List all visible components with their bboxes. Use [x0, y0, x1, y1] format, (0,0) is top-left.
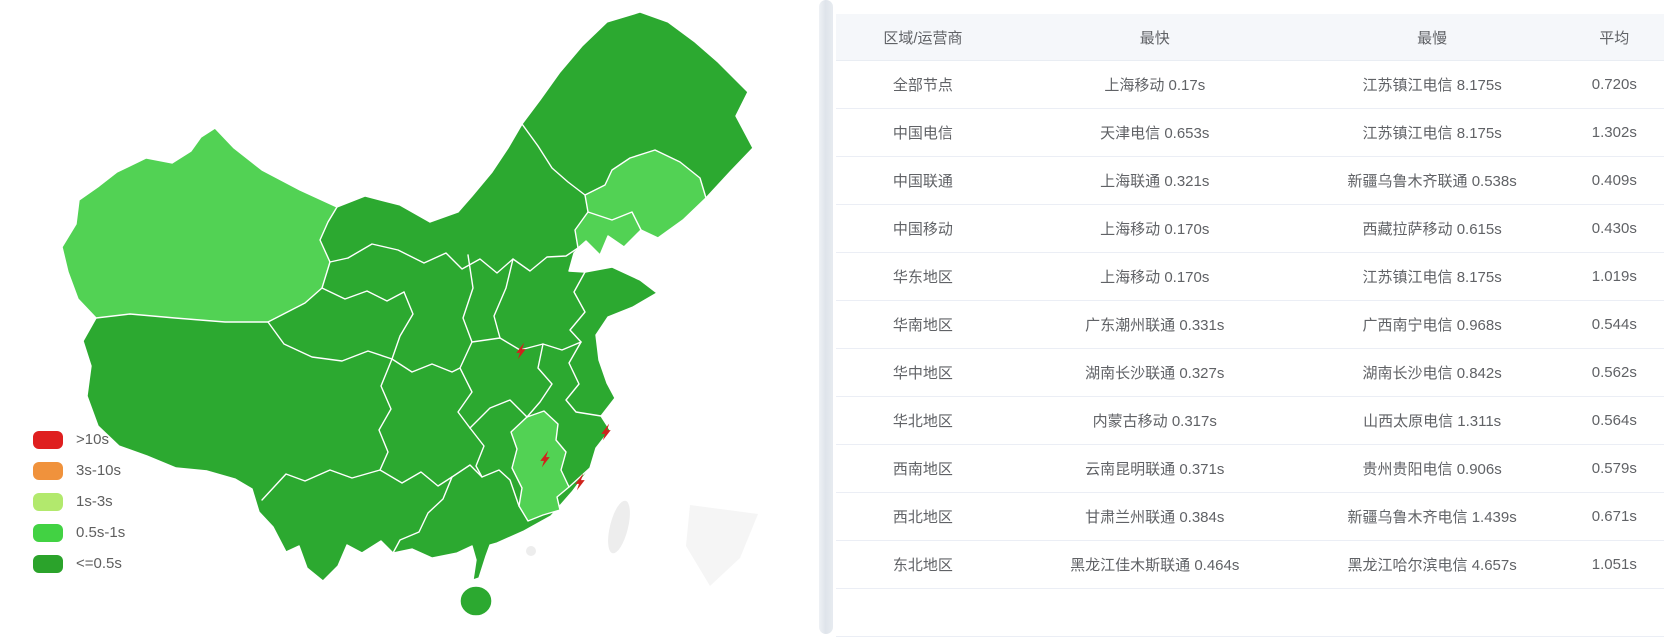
cell-fastest: 内蒙古移动 0.317s — [1009, 396, 1300, 445]
region-xinjiang[interactable] — [61, 127, 338, 323]
cell-empty — [836, 588, 1010, 637]
china-map-panel: >10s 3s-10s 1s-3s 0.5s-1s <=0.5s — [0, 0, 780, 634]
cell-average: 0.562s — [1564, 348, 1664, 397]
legend-color-swatch — [33, 554, 63, 573]
cell-average: 0.430s — [1564, 204, 1664, 253]
cell-fastest: 湖南长沙联通 0.327s — [1009, 348, 1300, 397]
region-hainan[interactable] — [459, 585, 493, 617]
legend-color-swatch — [33, 430, 63, 449]
cell-region: 华南地区 — [836, 300, 1010, 349]
cell-fastest: 云南昆明联通 0.371s — [1009, 444, 1300, 493]
cell-empty — [1009, 588, 1300, 637]
table-row: 华南地区 广东潮州联通 0.331s 广西南宁电信 0.968s 0.544s — [836, 300, 1664, 349]
legend-label: 0.5s-1s — [76, 524, 126, 541]
cell-region: 中国电信 — [836, 108, 1010, 157]
cell-average: 1.019s — [1564, 252, 1664, 301]
cell-fastest: 上海联通 0.321s — [1009, 156, 1300, 205]
column-header: 平均 — [1564, 14, 1664, 61]
cell-fastest: 广东潮州联通 0.331s — [1009, 300, 1300, 349]
cell-slowest: 贵州贵阳电信 0.906s — [1299, 444, 1565, 493]
table-row: 中国联通 上海联通 0.321s 新疆乌鲁木齐联通 0.538s 0.409s — [836, 156, 1664, 205]
table-row: 中国电信 天津电信 0.653s 江苏镇江电信 8.175s 1.302s — [836, 108, 1664, 157]
cell-empty — [1564, 588, 1664, 637]
map-nodata-regions — [526, 499, 758, 586]
cell-slowest: 西藏拉萨移动 0.615s — [1299, 204, 1565, 253]
legend-label: >10s — [76, 431, 109, 448]
cell-fastest: 上海移动 0.17s — [1009, 60, 1300, 109]
cell-region: 中国联通 — [836, 156, 1010, 205]
cell-slowest: 江苏镇江电信 8.175s — [1299, 252, 1565, 301]
legend-label: <=0.5s — [76, 555, 122, 572]
legend-color-swatch — [33, 461, 63, 480]
cell-fastest: 上海移动 0.170s — [1009, 204, 1300, 253]
cell-slowest: 湖南长沙电信 0.842s — [1299, 348, 1565, 397]
legend-item: 3s-10s — [33, 455, 125, 486]
cell-average: 1.302s — [1564, 108, 1664, 157]
cell-average: 0.564s — [1564, 396, 1664, 445]
table-row: 华北地区 内蒙古移动 0.317s 山西太原电信 1.311s 0.564s — [836, 396, 1664, 445]
legend-color-swatch — [33, 523, 63, 542]
cell-fastest: 甘肃兰州联通 0.384s — [1009, 492, 1300, 541]
cell-slowest: 新疆乌鲁木齐联通 0.538s — [1299, 156, 1565, 205]
cell-region: 华东地区 — [836, 252, 1010, 301]
region-hongkong[interactable] — [526, 546, 536, 556]
table-row: 西南地区 云南昆明联通 0.371s 贵州贵阳电信 0.906s 0.579s — [836, 444, 1664, 493]
legend-item: <=0.5s — [33, 548, 125, 579]
cell-region: 全部节点 — [836, 60, 1010, 109]
column-header: 最快 — [1009, 14, 1300, 61]
cell-slowest: 江苏镇江电信 8.175s — [1299, 108, 1565, 157]
table-row: 全部节点 上海移动 0.17s 江苏镇江电信 8.175s 0.720s — [836, 60, 1664, 109]
cell-region: 东北地区 — [836, 540, 1010, 589]
table-row: 华中地区 湖南长沙联通 0.327s 湖南长沙电信 0.842s 0.562s — [836, 348, 1664, 397]
cell-slowest: 新疆乌鲁木齐电信 1.439s — [1299, 492, 1565, 541]
cell-slowest: 黑龙江哈尔滨电信 4.657s — [1299, 540, 1565, 589]
cell-region: 西南地区 — [836, 444, 1010, 493]
cell-fastest: 上海移动 0.170s — [1009, 252, 1300, 301]
latency-table-panel: 区域/运营商 最快 最慢 平均 全部节点 上海移动 0.17s 江苏镇江电信 8.175s… — [836, 0, 1664, 637]
column-header: 区域/运营商 — [836, 14, 1010, 61]
cell-region: 西北地区 — [836, 492, 1010, 541]
cell-average: 0.544s — [1564, 300, 1664, 349]
cell-region: 华中地区 — [836, 348, 1010, 397]
legend-item: >10s — [33, 424, 125, 455]
province-border-lines — [261, 123, 642, 554]
cell-average: 1.051s — [1564, 540, 1664, 589]
cell-average: 0.409s — [1564, 156, 1664, 205]
table-row-empty — [836, 588, 1664, 637]
cell-slowest: 江苏镇江电信 8.175s — [1299, 60, 1565, 109]
region-jiangxi[interactable] — [510, 410, 570, 522]
table-row: 东北地区 黑龙江佳木斯联通 0.464s 黑龙江哈尔滨电信 4.657s 1.051s — [836, 540, 1664, 589]
china-latency-map — [61, 11, 758, 617]
latency-table: 区域/运营商 最快 最慢 平均 全部节点 上海移动 0.17s 江苏镇江电信 8.175s… — [836, 14, 1664, 637]
cell-average: 0.720s — [1564, 60, 1664, 109]
cell-region: 中国移动 — [836, 204, 1010, 253]
cell-average: 0.671s — [1564, 492, 1664, 541]
legend-item: 1s-3s — [33, 486, 125, 517]
legend-label: 3s-10s — [76, 462, 122, 479]
column-header: 最慢 — [1299, 14, 1565, 61]
cell-slowest: 山西太原电信 1.311s — [1299, 396, 1565, 445]
cell-slowest: 广西南宁电信 0.968s — [1299, 300, 1565, 349]
cell-fastest: 天津电信 0.653s — [1009, 108, 1300, 157]
legend-color-swatch — [33, 492, 63, 511]
cell-fastest: 黑龙江佳木斯联通 0.464s — [1009, 540, 1300, 589]
table-scrollbar[interactable] — [819, 0, 833, 634]
legend-label: 1s-3s — [76, 493, 113, 510]
cell-empty — [1299, 588, 1565, 637]
table-row: 中国移动 上海移动 0.170s 西藏拉萨移动 0.615s 0.430s — [836, 204, 1664, 253]
table-header-row: 区域/运营商 最快 最慢 平均 — [836, 14, 1664, 61]
region-taiwan[interactable] — [604, 499, 635, 556]
cell-average: 0.579s — [1564, 444, 1664, 493]
table-row: 华东地区 上海移动 0.170s 江苏镇江电信 8.175s 1.019s — [836, 252, 1664, 301]
cell-region: 华北地区 — [836, 396, 1010, 445]
table-row: 西北地区 甘肃兰州联通 0.384s 新疆乌鲁木齐电信 1.439s 0.671s — [836, 492, 1664, 541]
map-legend: >10s 3s-10s 1s-3s 0.5s-1s <=0.5s — [33, 424, 125, 579]
region-southeast-islands — [686, 505, 758, 586]
legend-item: 0.5s-1s — [33, 517, 125, 548]
